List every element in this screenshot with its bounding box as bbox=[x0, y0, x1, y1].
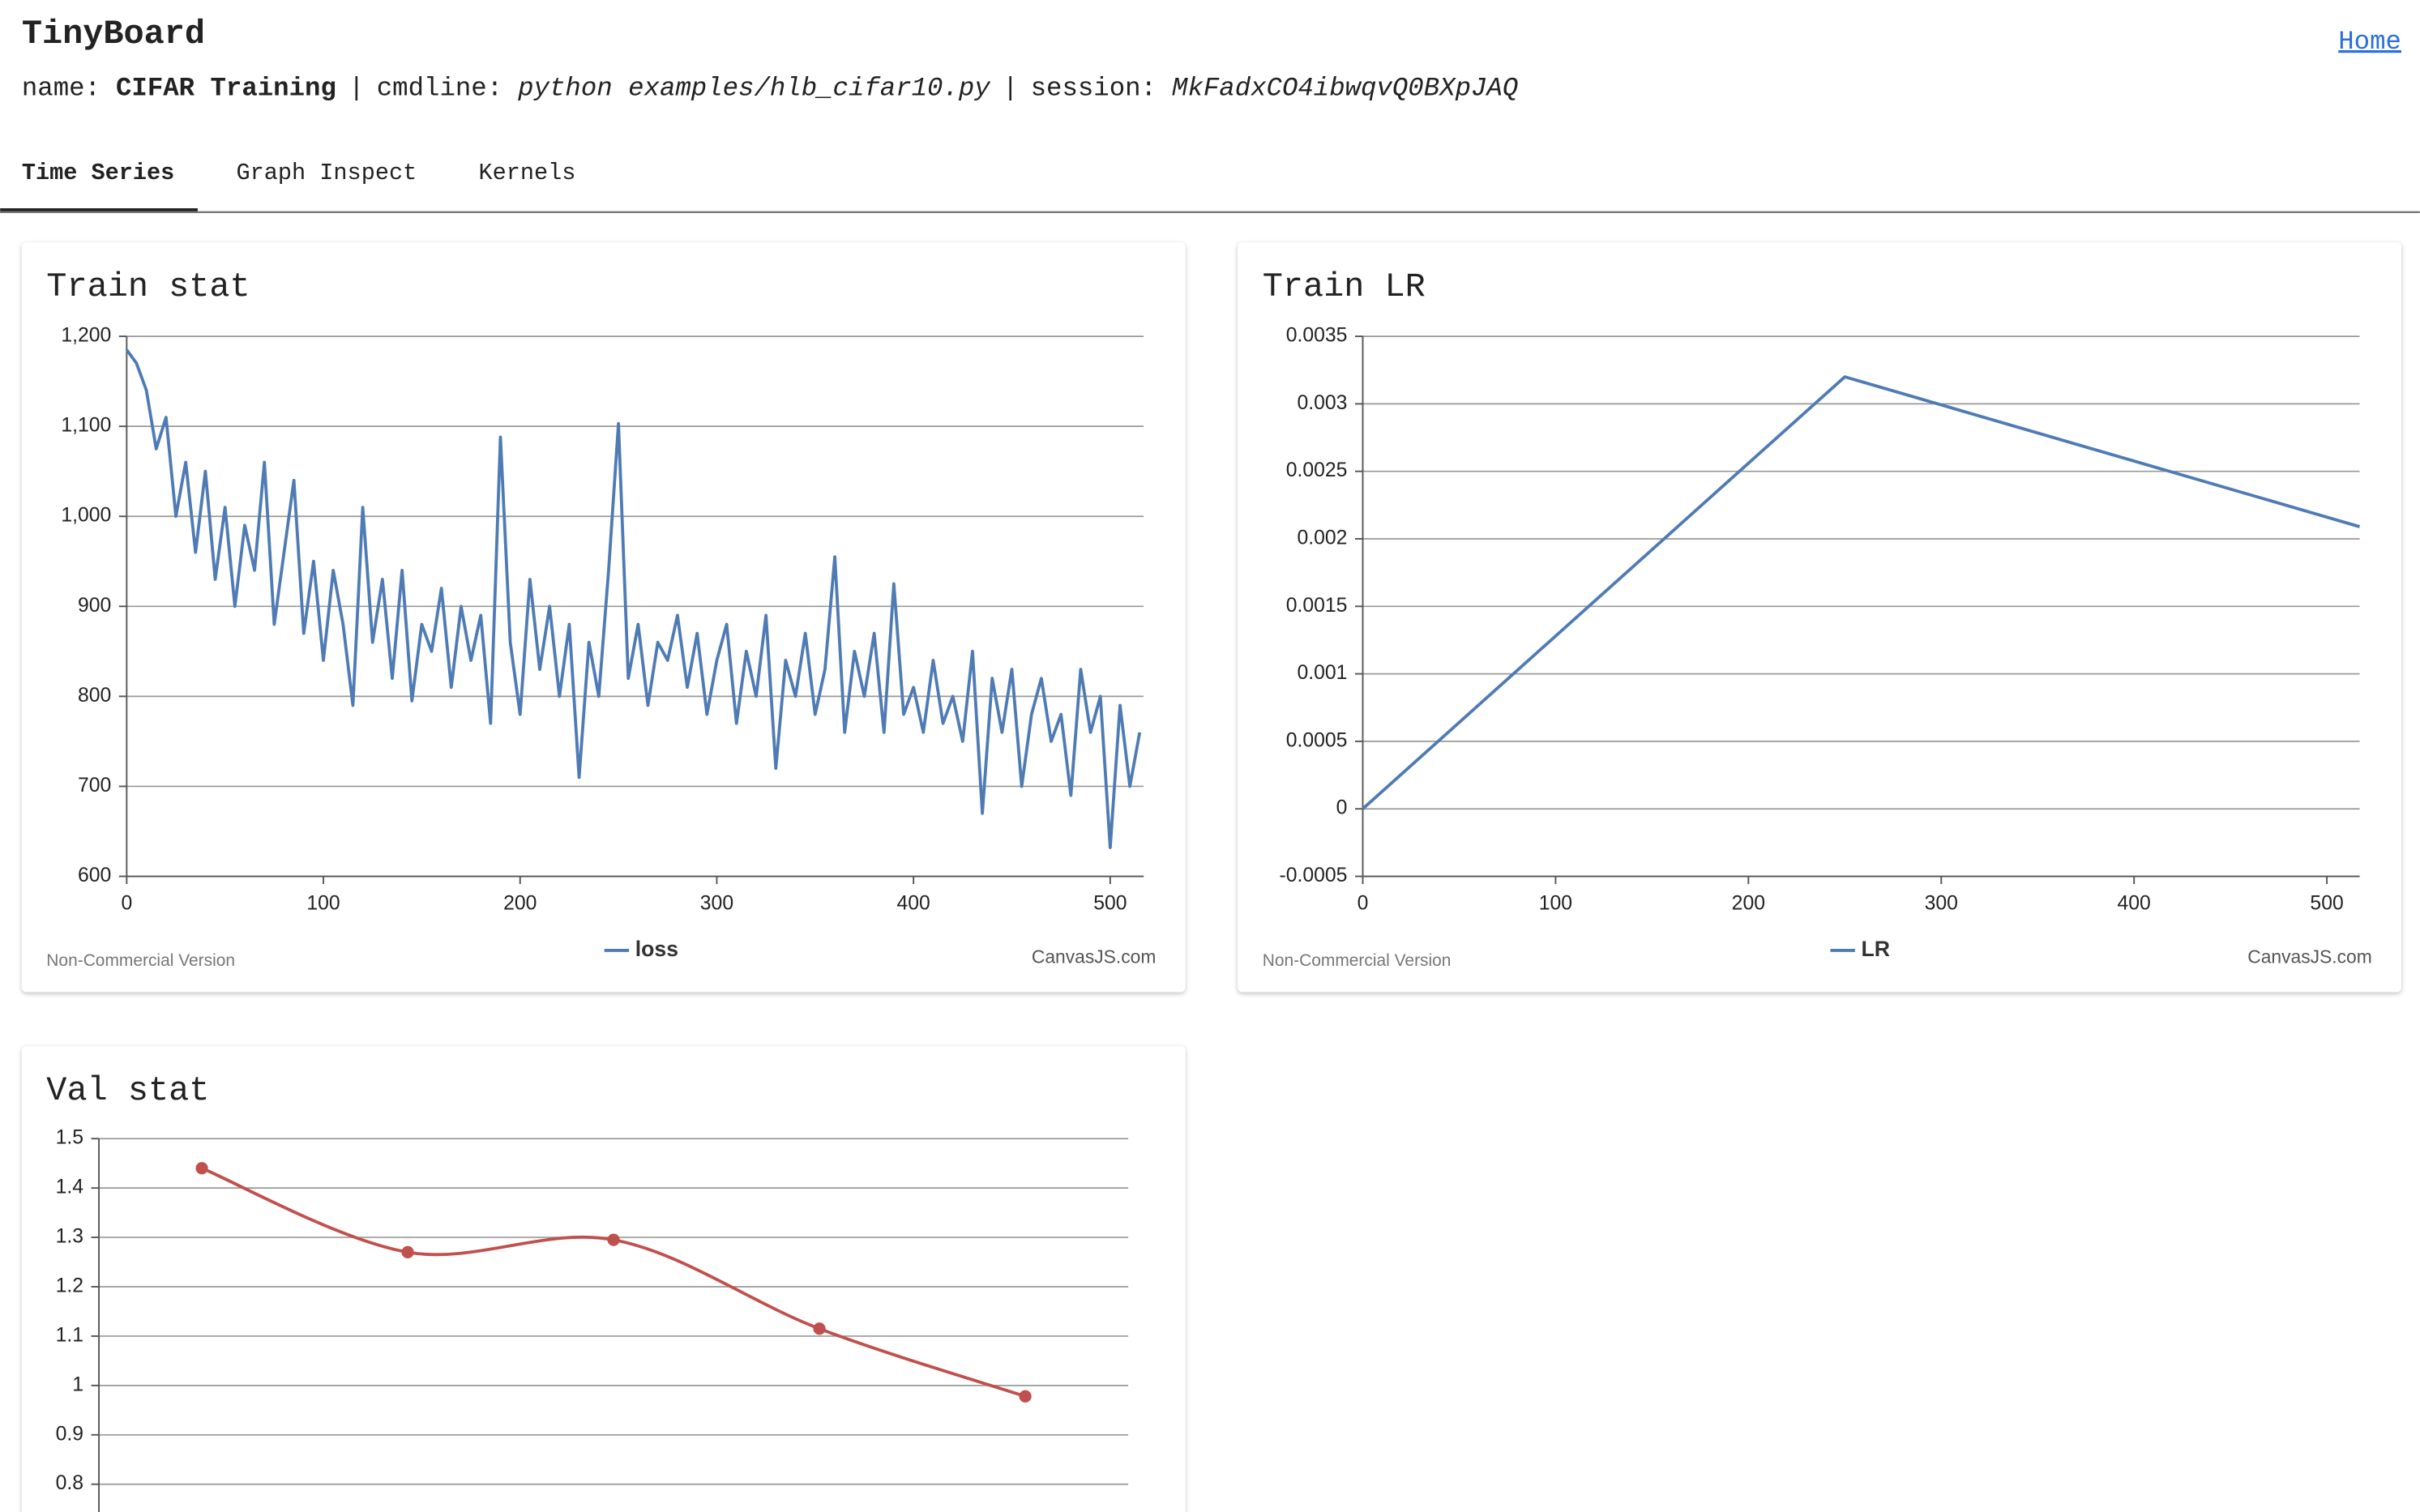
chart: Train stat 600 700 800 900 1,000 1,100 1,200 0 10… bbox=[21, 241, 1186, 993]
x-tick-label: 400 bbox=[2118, 892, 2151, 914]
tab[interactable]: Time Series bbox=[22, 160, 174, 186]
x-tick-label: 100 bbox=[306, 892, 340, 914]
chart-title: Train LR bbox=[1263, 267, 1426, 306]
point bbox=[401, 1245, 414, 1258]
legend-label: loss bbox=[635, 937, 678, 961]
y-tick-label: 0.002 bbox=[1298, 527, 1348, 549]
y-tick-label: -0.0005 bbox=[1280, 865, 1348, 886]
y-tick-label: 0 bbox=[1336, 797, 1348, 819]
x-tick-label: 300 bbox=[700, 892, 733, 914]
x-tick-label: 400 bbox=[897, 892, 930, 914]
series-line bbox=[125, 348, 1142, 849]
tab[interactable]: Graph Inspect bbox=[237, 160, 417, 186]
y-tick-label: 1.1 bbox=[56, 1324, 83, 1346]
y-tick-label: 700 bbox=[78, 775, 111, 797]
point bbox=[607, 1233, 620, 1246]
y-tick-label: 1,100 bbox=[61, 415, 111, 437]
y-tick-label: 0.8 bbox=[56, 1472, 83, 1494]
y-tick-label: 0.003 bbox=[1298, 392, 1348, 414]
x-tick-label: 100 bbox=[1539, 892, 1572, 914]
field-label: name: bbox=[22, 73, 100, 103]
tab[interactable]: Kernels bbox=[478, 160, 575, 186]
x-tick-label: 500 bbox=[2310, 892, 2343, 914]
y-tick-label: 1,000 bbox=[61, 505, 111, 527]
run-info: name: CIFAR Training | cmdline: python examp… bbox=[22, 73, 1518, 103]
series-line bbox=[1362, 375, 2361, 810]
y-tick-label: 1 bbox=[72, 1373, 83, 1395]
chart-title: Val stat bbox=[46, 1071, 209, 1110]
y-tick-label: 1.4 bbox=[56, 1177, 84, 1198]
watermark: Non-Commercial Version bbox=[46, 951, 235, 970]
app-title: TinyBoard bbox=[22, 15, 205, 53]
x-tick-label: 200 bbox=[1732, 892, 1765, 914]
field-value: CIFAR Training bbox=[116, 73, 336, 103]
y-tick-label: 1.5 bbox=[56, 1127, 83, 1149]
x-tick-label: 300 bbox=[1925, 892, 1958, 914]
y-tick-label: 1.3 bbox=[56, 1226, 83, 1248]
y-tick-label: 0.0015 bbox=[1286, 595, 1348, 617]
x-tick-label: 0 bbox=[121, 892, 132, 914]
y-tick-label: 900 bbox=[78, 595, 111, 617]
tab-bar: Time Series Graph Inspect Kernels bbox=[0, 160, 575, 213]
x-tick-label: 0 bbox=[1358, 892, 1369, 914]
y-tick-label: 0.0025 bbox=[1286, 459, 1348, 481]
y-tick-label: 0.0005 bbox=[1286, 729, 1348, 751]
watermark: Non-Commercial Version bbox=[1263, 951, 1452, 970]
separator: | bbox=[1003, 73, 1018, 103]
y-tick-label: 600 bbox=[78, 865, 111, 886]
separator: | bbox=[348, 73, 364, 103]
legend-label: LR bbox=[1862, 937, 1891, 961]
active-tab-indicator bbox=[0, 208, 198, 213]
chart-card bbox=[21, 1045, 1186, 1512]
point bbox=[813, 1322, 826, 1335]
point bbox=[195, 1162, 208, 1175]
y-tick-label: 800 bbox=[78, 685, 111, 707]
field-value: MkFadxCO4ibwqvQ0BXpJAQ bbox=[1172, 73, 1518, 103]
y-tick-label: 0.9 bbox=[56, 1423, 83, 1445]
chart: Val stat 0.8 0.9 1 1.1 1.2 1.3 1.4 1.5 bbox=[21, 1045, 1186, 1512]
y-tick-label: 1,200 bbox=[61, 325, 111, 347]
y-tick-label: 0.001 bbox=[1298, 662, 1348, 684]
point bbox=[1019, 1390, 1032, 1403]
chart: Train LR -0.0005 0 0.0005 0.001 0.0015 0.002 0.… bbox=[1238, 241, 2401, 993]
field-label: session: bbox=[1031, 73, 1157, 103]
field-value: python examples/hlb_cifar10.py bbox=[517, 73, 990, 103]
credit: CanvasJS.com bbox=[1032, 946, 1157, 967]
home-link[interactable]: Home bbox=[2338, 27, 2401, 57]
y-tick-label: 1.2 bbox=[56, 1275, 83, 1297]
field-label: cmdline: bbox=[377, 73, 502, 103]
x-tick-label: 500 bbox=[1093, 892, 1127, 914]
chart-title: Train stat bbox=[46, 267, 250, 306]
credit: CanvasJS.com bbox=[2247, 946, 2372, 967]
chart-card bbox=[1238, 241, 2401, 993]
y-tick-label: 0.0035 bbox=[1286, 325, 1348, 347]
x-tick-label: 200 bbox=[503, 892, 537, 914]
